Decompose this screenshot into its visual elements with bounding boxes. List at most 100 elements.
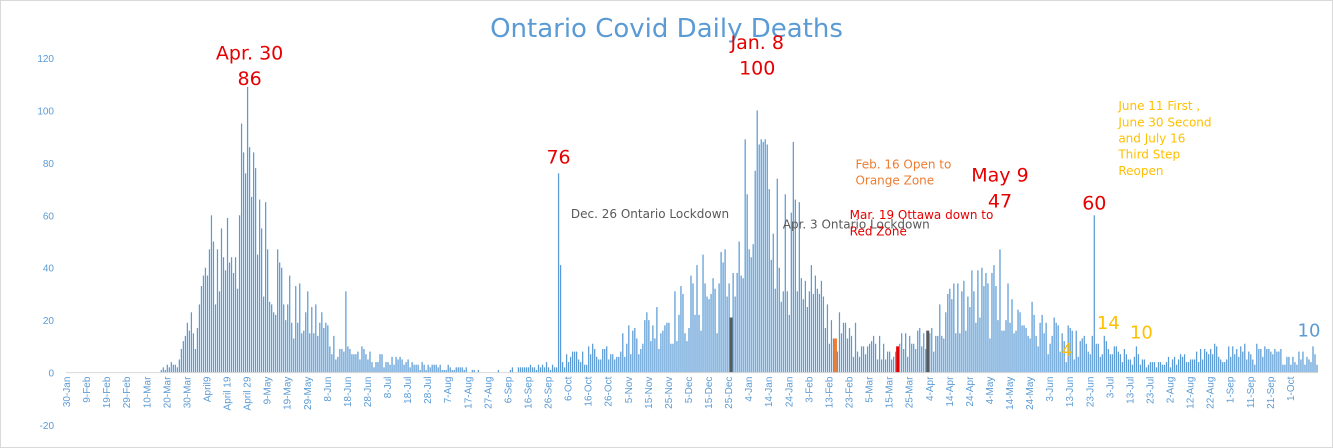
x-tick-label: 3-Jul	[1105, 377, 1116, 399]
x-tick-label: 14-Apr	[945, 376, 956, 407]
bar	[259, 199, 261, 373]
annotation-line: 47	[988, 190, 1012, 212]
bar	[1031, 301, 1033, 373]
bar	[1007, 283, 1009, 373]
bar	[736, 272, 738, 373]
bar	[704, 283, 706, 373]
bar	[497, 369, 499, 373]
bar	[261, 228, 263, 373]
bar	[714, 288, 716, 373]
bar	[776, 178, 778, 373]
bar	[1081, 338, 1083, 373]
bar	[311, 307, 313, 373]
bar	[1278, 351, 1280, 373]
bar	[660, 333, 662, 373]
bar	[798, 202, 800, 373]
bar	[1212, 354, 1214, 373]
bar	[1019, 312, 1021, 373]
bar	[1101, 354, 1103, 373]
bar	[1181, 356, 1184, 373]
bar	[1193, 359, 1196, 373]
bar	[961, 291, 963, 373]
bar	[650, 341, 652, 373]
bar	[563, 367, 566, 373]
bar	[232, 272, 235, 373]
bar	[752, 244, 754, 373]
bar	[931, 328, 933, 373]
bar	[1137, 354, 1140, 373]
bar	[666, 322, 668, 373]
bar	[1234, 354, 1236, 373]
bar	[1027, 335, 1029, 373]
bar	[190, 312, 193, 373]
bar	[726, 296, 728, 373]
bar	[1242, 351, 1244, 373]
bar	[242, 152, 245, 373]
bar	[413, 364, 415, 373]
bar	[1139, 364, 1142, 373]
bar	[598, 359, 600, 373]
bar	[256, 254, 259, 373]
annotation-label: 60	[1082, 192, 1106, 214]
bar	[549, 369, 552, 373]
bar	[170, 362, 172, 373]
bar	[1065, 362, 1067, 373]
bar	[331, 354, 333, 373]
x-tick-label: 26-Sep	[544, 376, 555, 409]
bar	[341, 348, 343, 373]
bar	[646, 312, 648, 373]
x-tick-label: 16-Oct	[584, 376, 595, 406]
bar	[1280, 348, 1282, 373]
bar	[1089, 354, 1091, 373]
x-tick-label: 3-Jun	[1045, 377, 1056, 402]
bar	[539, 367, 542, 373]
bar	[1222, 362, 1224, 373]
bar	[806, 307, 808, 373]
x-tick-label: 15-Mar	[885, 376, 896, 408]
x-tick-label: 17-Aug	[463, 377, 474, 409]
bar	[941, 335, 943, 373]
x-tick-label: 5-Dec	[684, 377, 695, 404]
bar	[389, 364, 391, 373]
bar	[1033, 314, 1035, 373]
bar	[658, 348, 660, 373]
bar	[265, 202, 267, 373]
x-tick-label: 8-Jul	[383, 377, 394, 399]
bar	[1153, 362, 1156, 373]
bar	[1129, 359, 1132, 373]
x-tick-label: 25-Dec	[724, 377, 735, 409]
bar	[696, 265, 698, 373]
bar	[1282, 364, 1284, 373]
annotation-label: June 11 First , June 30 Second and July 16…	[1117, 99, 1211, 178]
annotation-line: June 11 First ,	[1117, 99, 1200, 113]
bar	[686, 341, 688, 373]
bar	[702, 254, 704, 373]
bar	[1161, 364, 1164, 373]
bar	[652, 325, 654, 373]
bar	[772, 233, 774, 373]
bar	[718, 283, 720, 373]
bar	[1111, 354, 1113, 373]
bar	[248, 147, 251, 373]
bar	[1254, 364, 1256, 373]
bar	[1029, 338, 1031, 373]
bar	[808, 291, 810, 373]
bar	[202, 275, 205, 373]
bar	[882, 343, 885, 373]
bar	[555, 367, 558, 373]
bar	[168, 367, 170, 373]
bar	[178, 359, 180, 373]
bar	[357, 351, 359, 373]
bar	[973, 291, 975, 373]
bar	[1268, 348, 1270, 373]
annotation-line: June 30 Second	[1117, 115, 1211, 129]
bar	[387, 362, 389, 373]
bar	[684, 333, 686, 373]
bar	[648, 320, 650, 373]
bar	[971, 270, 973, 373]
bar	[959, 333, 961, 373]
x-tick-label: 4-May	[985, 377, 996, 405]
bar	[957, 283, 959, 373]
bar	[1003, 330, 1005, 373]
bar	[872, 335, 875, 373]
